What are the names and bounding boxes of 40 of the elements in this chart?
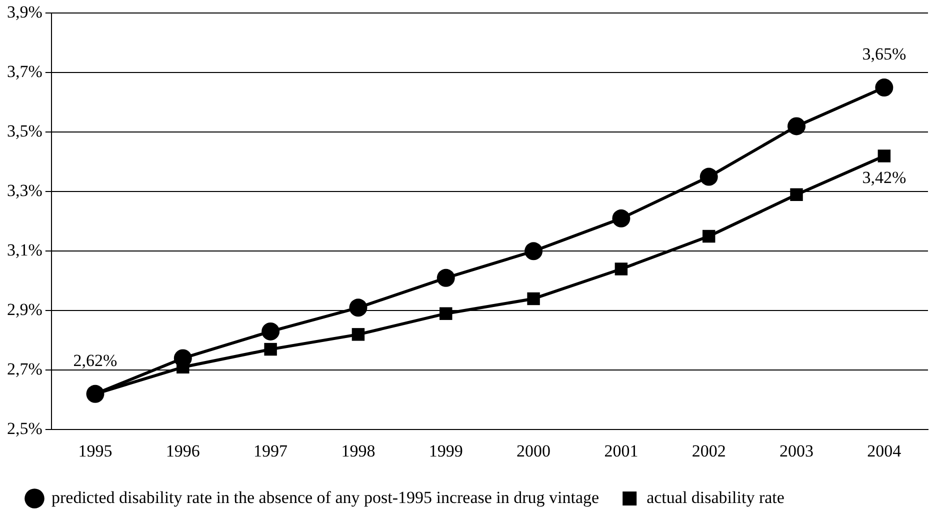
- y-tick-label: 3,5%: [6, 122, 42, 141]
- point: [702, 230, 716, 243]
- point: [436, 268, 455, 287]
- y-tick-label: 2,9%: [6, 300, 42, 320]
- point: [86, 384, 104, 403]
- data-label: 3,65%: [862, 44, 906, 64]
- x-tick-label: 1997: [254, 441, 288, 460]
- point: [527, 292, 540, 306]
- x-tick-label: 1995: [78, 441, 112, 460]
- legend-label: predicted disability rate in the absence of any post-1995 increase in drug vintage: [52, 488, 600, 507]
- x-tick-label: 1998: [341, 441, 376, 460]
- x-tick-label: 1999: [428, 441, 463, 460]
- x-tick-label: 1996: [166, 441, 200, 460]
- y-tick-label: 2,7%: [6, 360, 42, 379]
- y-tick-label: 2,5%: [6, 419, 42, 438]
- point: [700, 168, 718, 186]
- point: [524, 242, 543, 260]
- point: [264, 342, 277, 356]
- point: [790, 188, 803, 201]
- x-tick-label: 2000: [516, 441, 551, 460]
- point: [262, 322, 280, 340]
- point: [349, 298, 368, 317]
- point: [875, 78, 894, 97]
- point: [440, 307, 452, 320]
- point: [612, 209, 630, 228]
- point: [788, 117, 806, 136]
- x-tick-label: 2004: [867, 441, 902, 460]
- x-tick-label: 2001: [604, 441, 638, 460]
- y-tick-label: 3,1%: [6, 240, 42, 260]
- point: [352, 328, 365, 341]
- y-tick-label: 3,7%: [6, 62, 42, 82]
- y-tick-label: 3,9%: [6, 2, 42, 22]
- point: [878, 150, 891, 162]
- x-tick-label: 2002: [692, 441, 726, 460]
- data-label: 3,42%: [862, 168, 906, 187]
- x-tick-label: 2003: [780, 441, 814, 460]
- legend-label: actual disability rate: [646, 488, 784, 507]
- y-tick-label: 3,3%: [6, 181, 42, 200]
- point: [614, 262, 628, 276]
- data-label: 2,62%: [73, 350, 118, 370]
